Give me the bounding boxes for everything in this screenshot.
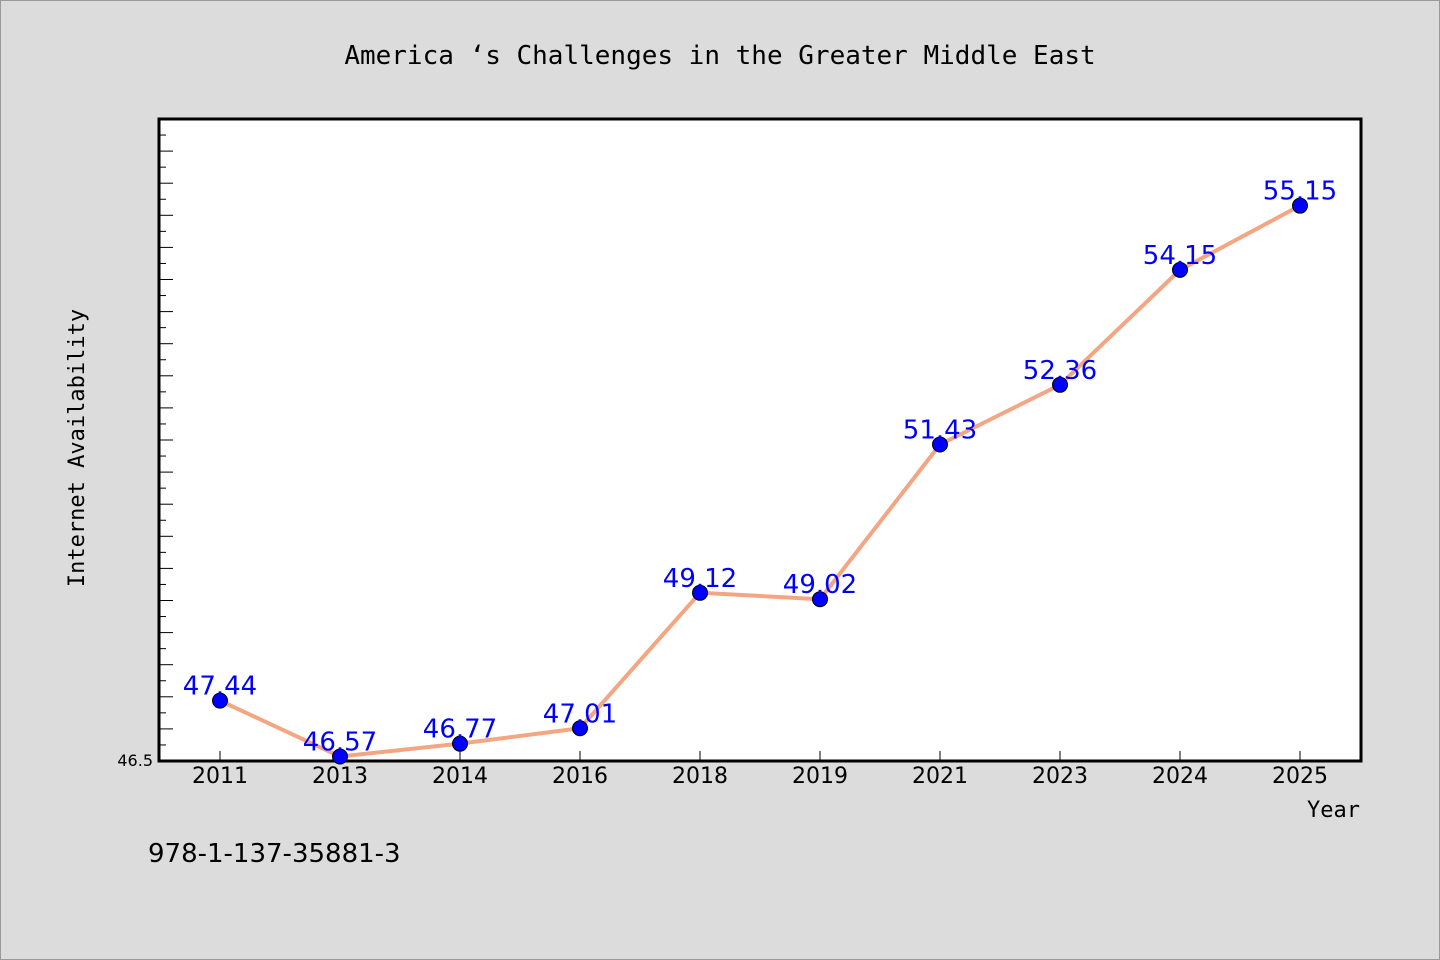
x-axis-title: Year [1307,798,1360,823]
y-axis-ticks [159,134,173,746]
x-tick-label: 2013 [312,764,368,789]
x-tick-label: 2019 [792,764,848,789]
data-labels: 47.44 46.57 46.77 47.01 49.12 49.02 51.43 52.36… [183,177,1337,758]
data-point [812,591,828,608]
data-point [452,735,468,752]
data-label: 54.15 [1143,241,1217,271]
x-tick-label: 2024 [1152,764,1208,789]
data-label: 46.77 [423,715,497,745]
x-tick-label: 2018 [672,764,728,789]
data-point [1172,261,1188,278]
series-line-group [218,203,1302,759]
data-label: 51.43 [903,415,977,445]
data-label: 46.57 [303,728,377,758]
y-tick-label-min: 46.5 [117,751,153,770]
x-tick-label: 2025 [1272,764,1328,789]
data-point [332,748,348,765]
x-axis-ticks [219,751,1301,761]
y-axis-title: Internet Availability [65,309,90,587]
data-point [212,692,228,709]
data-label: 49.12 [663,564,737,594]
x-tick-label: 2021 [912,764,968,789]
data-label: 55.15 [1263,177,1337,207]
data-label: 49.02 [783,570,857,600]
data-point [1292,197,1308,214]
x-tick-label: 2016 [552,764,608,789]
data-label: 47.44 [183,672,257,702]
x-tick-label: 2023 [1032,764,1088,789]
data-point [1052,376,1068,393]
series-line [218,203,1302,759]
x-tick-label: 2014 [432,764,488,789]
x-axis-tick-labels: 2011 2013 2014 2016 2018 2019 2021 2023 2024 2025 [192,764,1328,789]
footnote-isbn: 978-1-137-35881-3 [148,839,401,869]
data-points [212,197,1308,765]
x-tick-label: 2011 [192,764,248,789]
data-label: 47.01 [543,699,617,729]
data-point [932,436,948,453]
chart-title: America ‘s Challenges in the Greater Mid… [344,41,1095,71]
data-point [692,584,708,601]
plot-area [157,117,1363,763]
data-point [572,720,588,737]
data-label: 52.36 [1023,356,1097,386]
